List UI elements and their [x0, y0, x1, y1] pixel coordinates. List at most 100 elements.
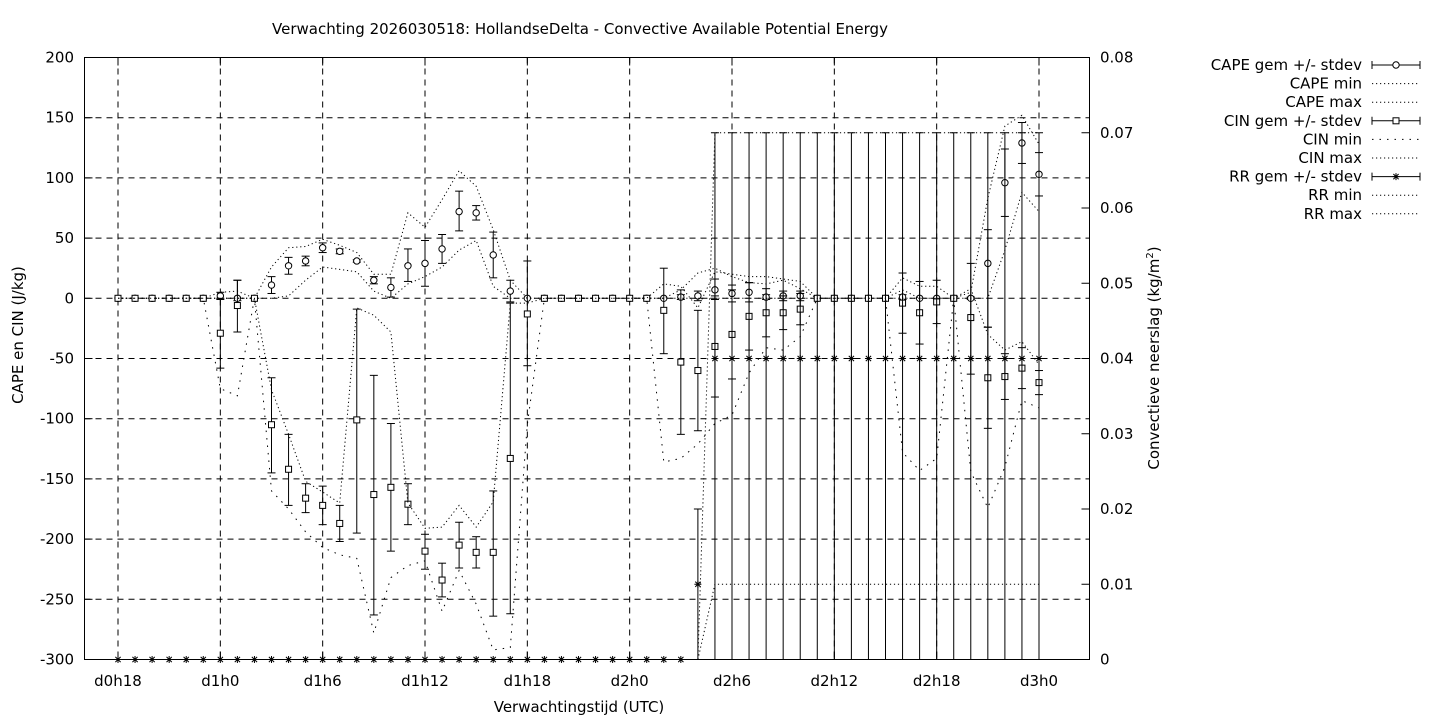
data-point	[899, 355, 907, 362]
data-point	[318, 244, 327, 252]
data-point	[847, 355, 855, 362]
data-point	[319, 501, 327, 509]
y2-axis-label: Convectieve neerslag (kg/m2)	[1145, 246, 1163, 469]
y2-tick-label: 0.05	[1100, 274, 1133, 292]
series-layer	[114, 114, 1043, 663]
x-tick-label: d2h18	[913, 672, 961, 690]
y2-tick-label: 0.04	[1100, 350, 1133, 368]
data-point	[779, 355, 787, 362]
data-point	[404, 262, 412, 270]
data-point	[336, 247, 344, 256]
data-point	[336, 519, 344, 527]
data-point	[677, 358, 685, 366]
data-point	[1001, 355, 1009, 362]
y2-axis-label-end: )	[1145, 246, 1163, 252]
data-point	[302, 494, 310, 502]
data-point	[455, 541, 463, 549]
data-point	[506, 287, 514, 295]
y-axis: 200 150 100 50 0 -50 -100 -150 -200 -250 -300	[40, 49, 93, 669]
x-tick-label: d2h6	[713, 672, 751, 690]
y2-axis-label-text: Convectieve neerslag (kg/m	[1145, 259, 1163, 470]
data-point	[489, 548, 497, 556]
x-axis: d0h18 d1h0 d1h6 d1h12 d1h18 d2h0 d2h6 d2h12 d2h1…	[94, 57, 1058, 690]
x-tick-label: d0h18	[94, 672, 142, 690]
data-point	[933, 355, 941, 362]
data-point	[472, 548, 480, 556]
data-point	[694, 292, 702, 300]
y2-tick-label: 0.06	[1100, 199, 1133, 217]
x-tick-label: d2h12	[810, 672, 858, 690]
data-point	[609, 294, 617, 302]
data-point	[950, 355, 958, 362]
legend-label: CAPE max	[1285, 93, 1362, 111]
legend-label: RR max	[1304, 205, 1362, 223]
data-point	[506, 454, 514, 462]
legend-marker	[1392, 61, 1400, 69]
x-axis-label: Verwachtingstijd (UTC)	[494, 698, 665, 716]
legend-label: CAPE min	[1290, 75, 1362, 93]
y-tick-label: 50	[55, 229, 74, 247]
data-point	[438, 245, 446, 253]
series-7	[114, 132, 1043, 663]
y-tick-label: -150	[40, 470, 74, 488]
data-point	[370, 276, 378, 284]
y2-axis: 0.08 0.07 0.06 0.05 0.04 0.03 0.02 0.01 0	[1081, 49, 1133, 669]
data-point	[1035, 355, 1043, 362]
data-point	[267, 281, 276, 289]
data-point	[387, 283, 395, 292]
legend-marker	[1392, 173, 1400, 181]
x-tick-label: d1h12	[401, 672, 449, 690]
y2-tick-label: 0.07	[1100, 124, 1133, 142]
data-point	[523, 310, 531, 318]
series-4	[114, 260, 1043, 617]
data-point	[301, 257, 310, 265]
y-tick-label: 100	[45, 169, 74, 187]
y-tick-label: -300	[40, 651, 74, 669]
y2-tick-label: 0	[1100, 651, 1110, 669]
data-point	[796, 355, 804, 362]
y-tick-label: -50	[50, 350, 75, 368]
data-point	[421, 547, 429, 555]
data-point	[353, 257, 361, 265]
data-point	[813, 355, 821, 362]
data-point	[404, 500, 412, 508]
series-line	[118, 297, 1040, 651]
data-point	[728, 355, 736, 362]
x-tick-label: d3h0	[1020, 672, 1058, 690]
y-tick-label: -100	[40, 410, 74, 428]
data-point	[1018, 355, 1026, 362]
data-point	[711, 355, 719, 362]
data-point	[438, 576, 446, 584]
series-line	[118, 191, 1040, 299]
data-point	[472, 209, 480, 217]
data-point	[830, 355, 838, 362]
y-tick-label: 150	[45, 109, 74, 127]
series-line	[118, 114, 1040, 299]
y-axis-label: CAPE en CIN (J/kg)	[9, 266, 27, 404]
x-tick-label: d1h6	[304, 672, 342, 690]
x-tick-label: d1h18	[503, 672, 551, 690]
data-point	[762, 355, 770, 362]
data-point	[882, 355, 889, 362]
data-point	[387, 483, 395, 491]
series-3	[118, 114, 1040, 299]
data-point	[660, 306, 668, 314]
data-point	[984, 355, 992, 362]
data-point	[489, 251, 497, 259]
data-point	[967, 355, 975, 362]
legend-label: CAPE gem +/- stdev	[1211, 56, 1362, 74]
data-point	[455, 207, 463, 216]
data-point	[233, 302, 241, 310]
x-tick-label: d1h0	[201, 672, 239, 690]
legend-label: CIN gem +/- stdev	[1224, 112, 1362, 130]
series-2	[118, 191, 1040, 299]
data-point	[916, 355, 924, 362]
data-point	[268, 421, 275, 429]
chart-title: Verwachting 2026030518: HollandseDelta -…	[272, 20, 888, 38]
x-tick-label: d2h0	[611, 672, 649, 690]
data-point	[421, 259, 429, 268]
series-9	[118, 132, 1039, 660]
data-point	[864, 355, 872, 362]
